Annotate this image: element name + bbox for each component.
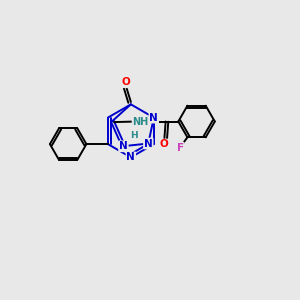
Text: O: O [160, 140, 169, 149]
Text: H: H [130, 131, 137, 140]
Text: N: N [127, 152, 135, 162]
Text: N: N [144, 139, 153, 148]
Text: N: N [149, 112, 158, 123]
Text: F: F [176, 142, 184, 153]
Text: NH: NH [133, 116, 149, 127]
Text: O: O [121, 77, 130, 87]
Text: N: N [119, 141, 128, 151]
